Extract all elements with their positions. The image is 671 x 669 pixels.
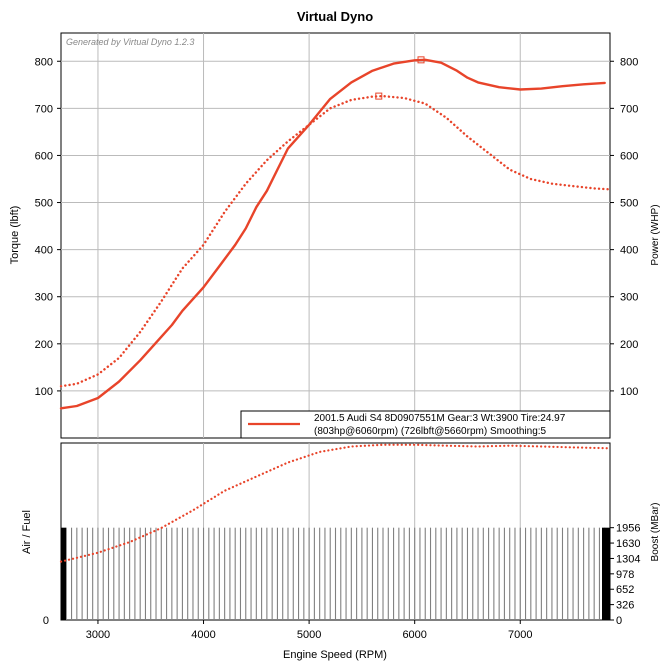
peak-marker-0 xyxy=(417,56,425,64)
power-tick-label-7: 800 xyxy=(620,56,638,68)
boost-tick-label-4: 1304 xyxy=(616,553,640,565)
boost-tick-label-2: 652 xyxy=(616,584,634,596)
boost-tick-label-5: 1630 xyxy=(616,538,640,550)
boost-edge-right xyxy=(602,527,610,620)
air-fuel-tick-label-0: 0 xyxy=(43,615,49,627)
afr-series xyxy=(59,443,612,563)
afr-ticks: 0 xyxy=(43,615,49,627)
boost-tick-label-1: 326 xyxy=(616,600,634,612)
power-ticks: 100 200 300 400 500 600 700 800 xyxy=(610,56,638,398)
boost-tick-label-0: 0 xyxy=(616,615,622,627)
power-tick-label-6: 700 xyxy=(620,103,638,115)
torque-tick-label-0: 100 xyxy=(35,386,53,398)
rpm-tick-label-2: 5000 xyxy=(297,629,321,641)
chart-title: Virtual Dyno xyxy=(297,9,373,24)
torque-axis-label: Torque (lbft) xyxy=(9,206,21,265)
boost-tick-label-3: 978 xyxy=(616,569,634,581)
air-fuel-axis-label: Air / Fuel xyxy=(21,510,33,554)
power-tick-label-2: 300 xyxy=(620,292,638,304)
boost-tick-label-6: 1956 xyxy=(616,523,640,535)
air-fuel-line xyxy=(59,443,612,563)
power-line xyxy=(59,58,606,410)
rpm-tick-label-4: 7000 xyxy=(508,629,532,641)
legend-text-line1: 2001.5 Audi S4 8D0907551M Gear:3 Wt:3900… xyxy=(314,413,566,424)
rpm-tick-label-1: 4000 xyxy=(191,629,215,641)
legend-box xyxy=(240,410,611,439)
watermark: Generated by Virtual Dyno 1.2.3 xyxy=(66,37,194,47)
boost-axis-label: Boost (MBar) xyxy=(650,503,661,562)
boost-ticks: 0 326 652 978 1304 1630 1956 xyxy=(610,523,640,627)
power-tick-label-5: 600 xyxy=(620,150,638,162)
torque-tick-label-5: 600 xyxy=(35,150,53,162)
power-tick-label-0: 100 xyxy=(620,386,638,398)
torque-ticks: 100 200 300 400 500 600 700 800 xyxy=(35,56,61,398)
upper-plot-area xyxy=(60,32,611,439)
boost-edge-left xyxy=(61,527,66,620)
rpm-tick-label-3: 6000 xyxy=(402,629,426,641)
torque-tick-label-2: 300 xyxy=(35,292,53,304)
torque-tick-label-6: 700 xyxy=(35,103,53,115)
rpm-ticks: 3000 4000 5000 6000 7000 xyxy=(86,620,533,641)
boost-bars xyxy=(61,527,610,620)
power-tick-label-4: 500 xyxy=(620,198,638,210)
rpm-axis-label: Engine Speed (RPM) xyxy=(283,649,387,661)
upper-grid xyxy=(61,33,610,438)
torque-tick-label-7: 800 xyxy=(35,56,53,68)
torque-tick-label-1: 200 xyxy=(35,339,53,351)
rpm-tick-label-0: 3000 xyxy=(86,629,110,641)
upper-series xyxy=(59,56,612,410)
legend-text-line2: (803hp@6060rpm) (726lbft@5660rpm) Smooth… xyxy=(314,426,547,437)
power-tick-label-1: 200 xyxy=(620,339,638,351)
peak-marker-1 xyxy=(375,92,383,100)
power-tick-label-3: 400 xyxy=(620,245,638,257)
torque-tick-label-4: 500 xyxy=(35,198,53,210)
legend: 2001.5 Audi S4 8D0907551M Gear:3 Wt:3900… xyxy=(240,410,611,439)
power-axis-label: Power (WHP) xyxy=(650,204,661,265)
torque-line xyxy=(59,94,612,388)
torque-tick-label-3: 400 xyxy=(35,245,53,257)
